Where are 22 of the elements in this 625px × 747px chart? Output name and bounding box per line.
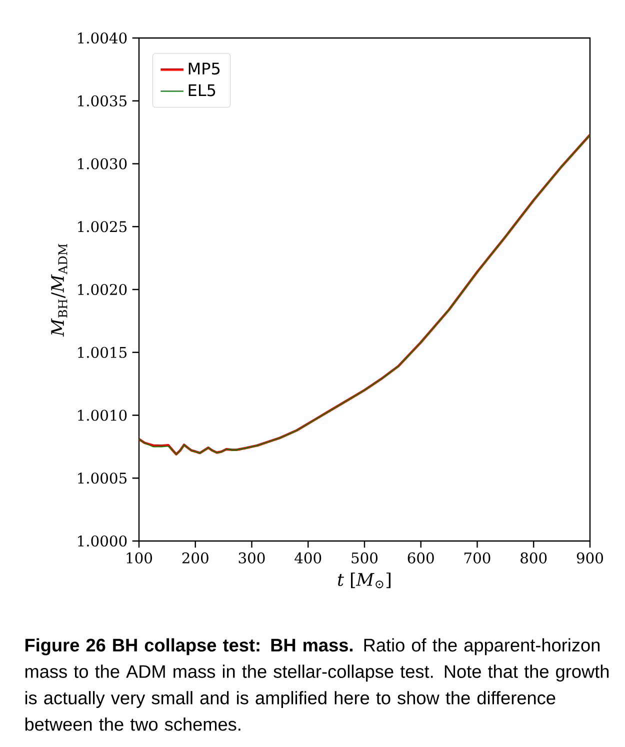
- x-tick-label: 100: [126, 552, 152, 564]
- x-tick-label: 900: [576, 552, 603, 564]
- y-tick-label: 1.0025: [78, 221, 126, 232]
- x-tick-label: 300: [238, 552, 265, 564]
- x-tick-label: 800: [520, 552, 547, 564]
- y-tick-label: 1.0005: [78, 472, 126, 484]
- x-tick-label: 200: [182, 552, 208, 564]
- x-tick-label: 400: [294, 552, 322, 564]
- legend-label: EL5: [188, 84, 216, 96]
- x-tick-label: 600: [408, 552, 434, 564]
- y-tick-label: 1.0000: [78, 535, 127, 547]
- x-tick-label: 700: [464, 552, 490, 564]
- x-tick-label: 500: [352, 552, 378, 564]
- x-axis-title: t [M$_{⊙}$]: [338, 572, 390, 588]
- y-tick-label: 1.0010: [78, 410, 127, 421]
- y-tick-label: 1.0015: [78, 346, 126, 358]
- y-tick-label: 1.0020: [78, 284, 127, 296]
- y-tick-label: 1.0030: [78, 158, 127, 170]
- text: Figure 26 BH collapse test: BH mass. Ratio of the apparent-horizon mass to the ADM mass in the stellar-collapse test. Note that the growth is actually very small and is amplified here to show the difference between the two schemes.: [25, 638, 609, 731]
- y-tick-label: 1.0035: [78, 95, 126, 106]
- legend-label: MP5: [188, 62, 220, 75]
- y-tick-label: 1.0040: [78, 32, 127, 44]
